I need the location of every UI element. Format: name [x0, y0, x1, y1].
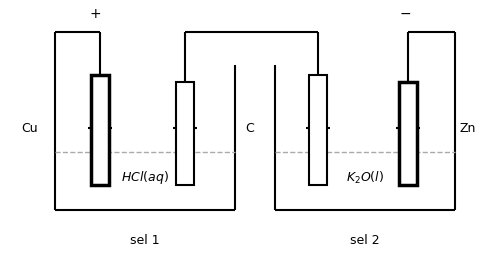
Text: $HCl(aq)$: $HCl(aq)$ — [121, 169, 169, 187]
Text: +: + — [89, 7, 101, 21]
Text: sel 1: sel 1 — [130, 233, 160, 247]
Bar — [91, 75, 109, 185]
Bar — [176, 82, 194, 185]
Text: C: C — [246, 121, 254, 135]
Text: Zn: Zn — [460, 121, 476, 135]
Text: $K_2O(l)$: $K_2O(l)$ — [346, 170, 384, 186]
Text: sel 2: sel 2 — [350, 233, 380, 247]
Bar — [309, 75, 327, 185]
Text: Cu: Cu — [22, 121, 38, 135]
Bar — [399, 82, 417, 185]
Text: −: − — [399, 7, 411, 21]
